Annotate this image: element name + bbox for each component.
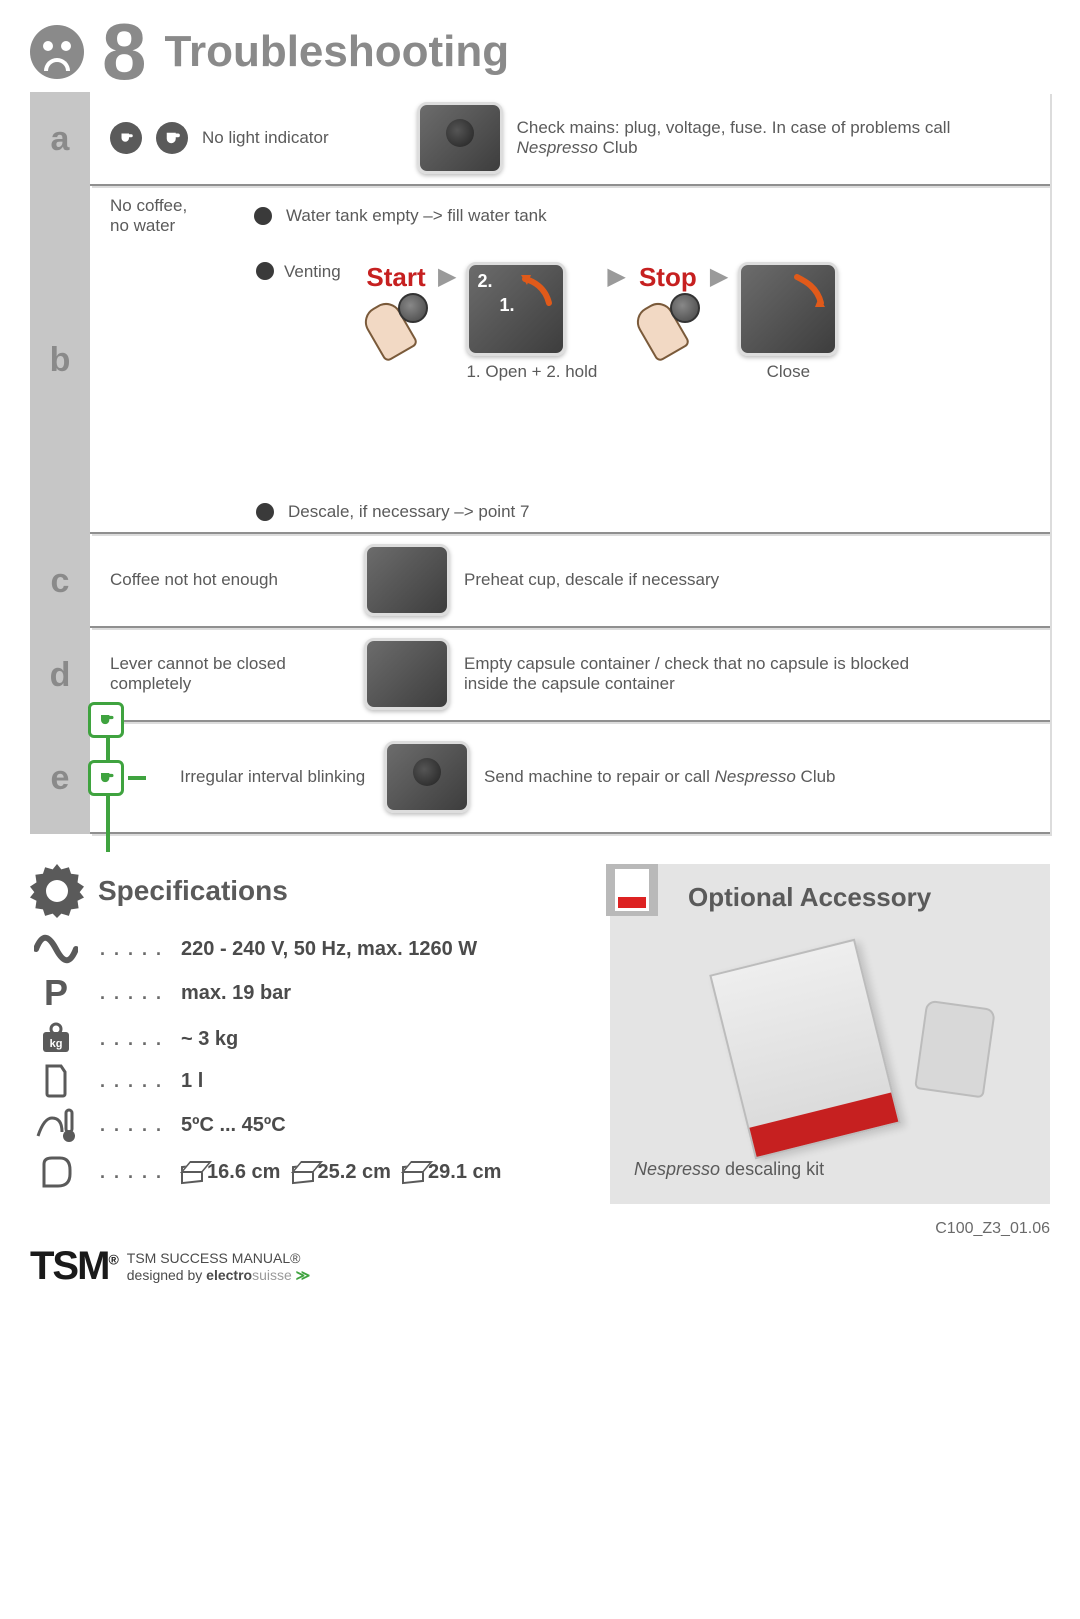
spec-dims: 16.6 cm 25.2 cm 29.1 cm (181, 1161, 501, 1184)
blink-icon (88, 702, 124, 738)
bullet-b2: Venting (284, 262, 354, 282)
rail-a: a (30, 92, 90, 186)
capacity-icon (30, 1064, 82, 1098)
troubleshooting-table: a No light indicator Check mains: plug, … (30, 92, 1050, 834)
letter-b: b (50, 341, 71, 380)
svg-text:kg: kg (50, 1038, 63, 1050)
accessory-caption: Nespresso descaling kit (634, 1159, 824, 1180)
weight-icon: kg (30, 1022, 82, 1056)
ac-wave-icon (30, 934, 82, 964)
accessory-title: Optional Accessory (688, 882, 1032, 913)
descaling-sachet (709, 939, 901, 1160)
problem-e: Irregular interval blinking (180, 767, 370, 787)
rail-c: c (30, 534, 90, 628)
rail-e: e (30, 722, 90, 834)
section-8-header: 8 Troubleshooting (30, 20, 1050, 84)
accessory-panel: Optional Accessory Nespresso descaling k… (610, 864, 1050, 1204)
finger-press-icon (636, 293, 700, 357)
cube-icon (402, 1161, 424, 1183)
chevron-icon: ≫ (296, 1267, 311, 1283)
sad-face-icon (30, 25, 84, 79)
descaling-cup (914, 1000, 996, 1099)
problem-d: Lever cannot be closed completely (110, 654, 350, 694)
stop-label: Stop (636, 262, 700, 293)
caption-close: Close (738, 362, 838, 382)
solution-e: Send machine to repair or call Nespresso… (484, 767, 836, 787)
finger-press-icon (364, 293, 428, 357)
document-id: C100_Z3_01.06 (30, 1220, 1050, 1238)
pressure-icon: P (30, 972, 82, 1014)
problem-a: No light indicator (202, 128, 329, 148)
row-d: Lever cannot be closed completely Empty … (90, 628, 1050, 722)
bullet-b1: Water tank empty –> fill water tank (286, 206, 547, 226)
cup-small-icon (110, 122, 142, 154)
coffee-cup-thumb (364, 544, 450, 616)
arrow-icon: ▶ (607, 262, 625, 291)
close-thumb (738, 262, 838, 356)
bullet-icon (256, 262, 274, 280)
machine-button-thumb (417, 102, 503, 174)
bullet-icon (254, 207, 272, 225)
specifications-panel: Specifications 220 - 240 V, 50 Hz, max. … (30, 864, 590, 1204)
arrow-icon: ▶ (710, 262, 728, 291)
caption-open-hold: 1. Open + 2. hold (466, 362, 597, 382)
row-c: Coffee not hot enough Preheat cup, desca… (90, 534, 1050, 628)
start-label: Start (364, 262, 428, 293)
machine-button-thumb (384, 741, 470, 813)
lever-thumb (364, 638, 450, 710)
cup-large-icon (156, 122, 188, 154)
letter-a: a (51, 120, 70, 159)
letter-c: c (51, 562, 70, 601)
open-hold-thumb: 2. 1. (466, 262, 566, 356)
letter-d: d (50, 656, 71, 695)
cube-icon (292, 1161, 314, 1183)
solution-d: Empty capsule container / check that no … (464, 654, 924, 694)
footer-line1: TSM SUCCESS MANUAL® (127, 1250, 311, 1267)
cube-icon (181, 1161, 203, 1183)
rail-d: d (30, 628, 90, 722)
tsm-logo: TSM® (30, 1244, 117, 1289)
bullet-icon (256, 503, 274, 521)
arrow-curved-icon (791, 269, 831, 309)
problem-b: No coffee, no water (110, 196, 240, 236)
spec-title: Specifications (98, 875, 288, 907)
spec-pressure: max. 19 bar (181, 982, 291, 1005)
letter-e: e (51, 759, 70, 798)
spec-weight: ~ 3 kg (181, 1028, 238, 1051)
footer: TSM® TSM SUCCESS MANUAL® designed by ele… (30, 1244, 1050, 1289)
section-number: 8 (102, 20, 147, 84)
blink-icon (88, 760, 124, 796)
temperature-icon (30, 1106, 82, 1144)
gear-icon (30, 864, 84, 918)
arrow-curved-icon (519, 269, 559, 309)
solution-c: Preheat cup, descale if necessary (464, 570, 719, 590)
spec-temp: 5ºC ... 45ºC (181, 1114, 286, 1137)
bullet-b3: Descale, if necessary –> point 7 (288, 502, 529, 522)
problem-c: Coffee not hot enough (110, 570, 350, 590)
machine-outline-icon (30, 1152, 82, 1192)
arrow-icon: ▶ (438, 262, 456, 291)
row-a: No light indicator Check mains: plug, vo… (90, 92, 1050, 186)
row-b: No coffee, no water Water tank empty –> … (90, 186, 1050, 534)
row-e: Irregular interval blinking Send machine… (90, 722, 1050, 834)
section-title: Troubleshooting (165, 27, 510, 77)
rail-b: b (30, 186, 90, 534)
spec-capacity: 1 l (181, 1070, 203, 1093)
footer-line2: designed by electrosuisse ≫ (127, 1267, 311, 1284)
solution-a: Check mains: plug, voltage, fuse. In cas… (517, 118, 977, 158)
spec-power: 220 - 240 V, 50 Hz, max. 1260 W (181, 938, 477, 961)
green-dash-icon (128, 776, 146, 780)
sachet-icon (606, 864, 658, 916)
